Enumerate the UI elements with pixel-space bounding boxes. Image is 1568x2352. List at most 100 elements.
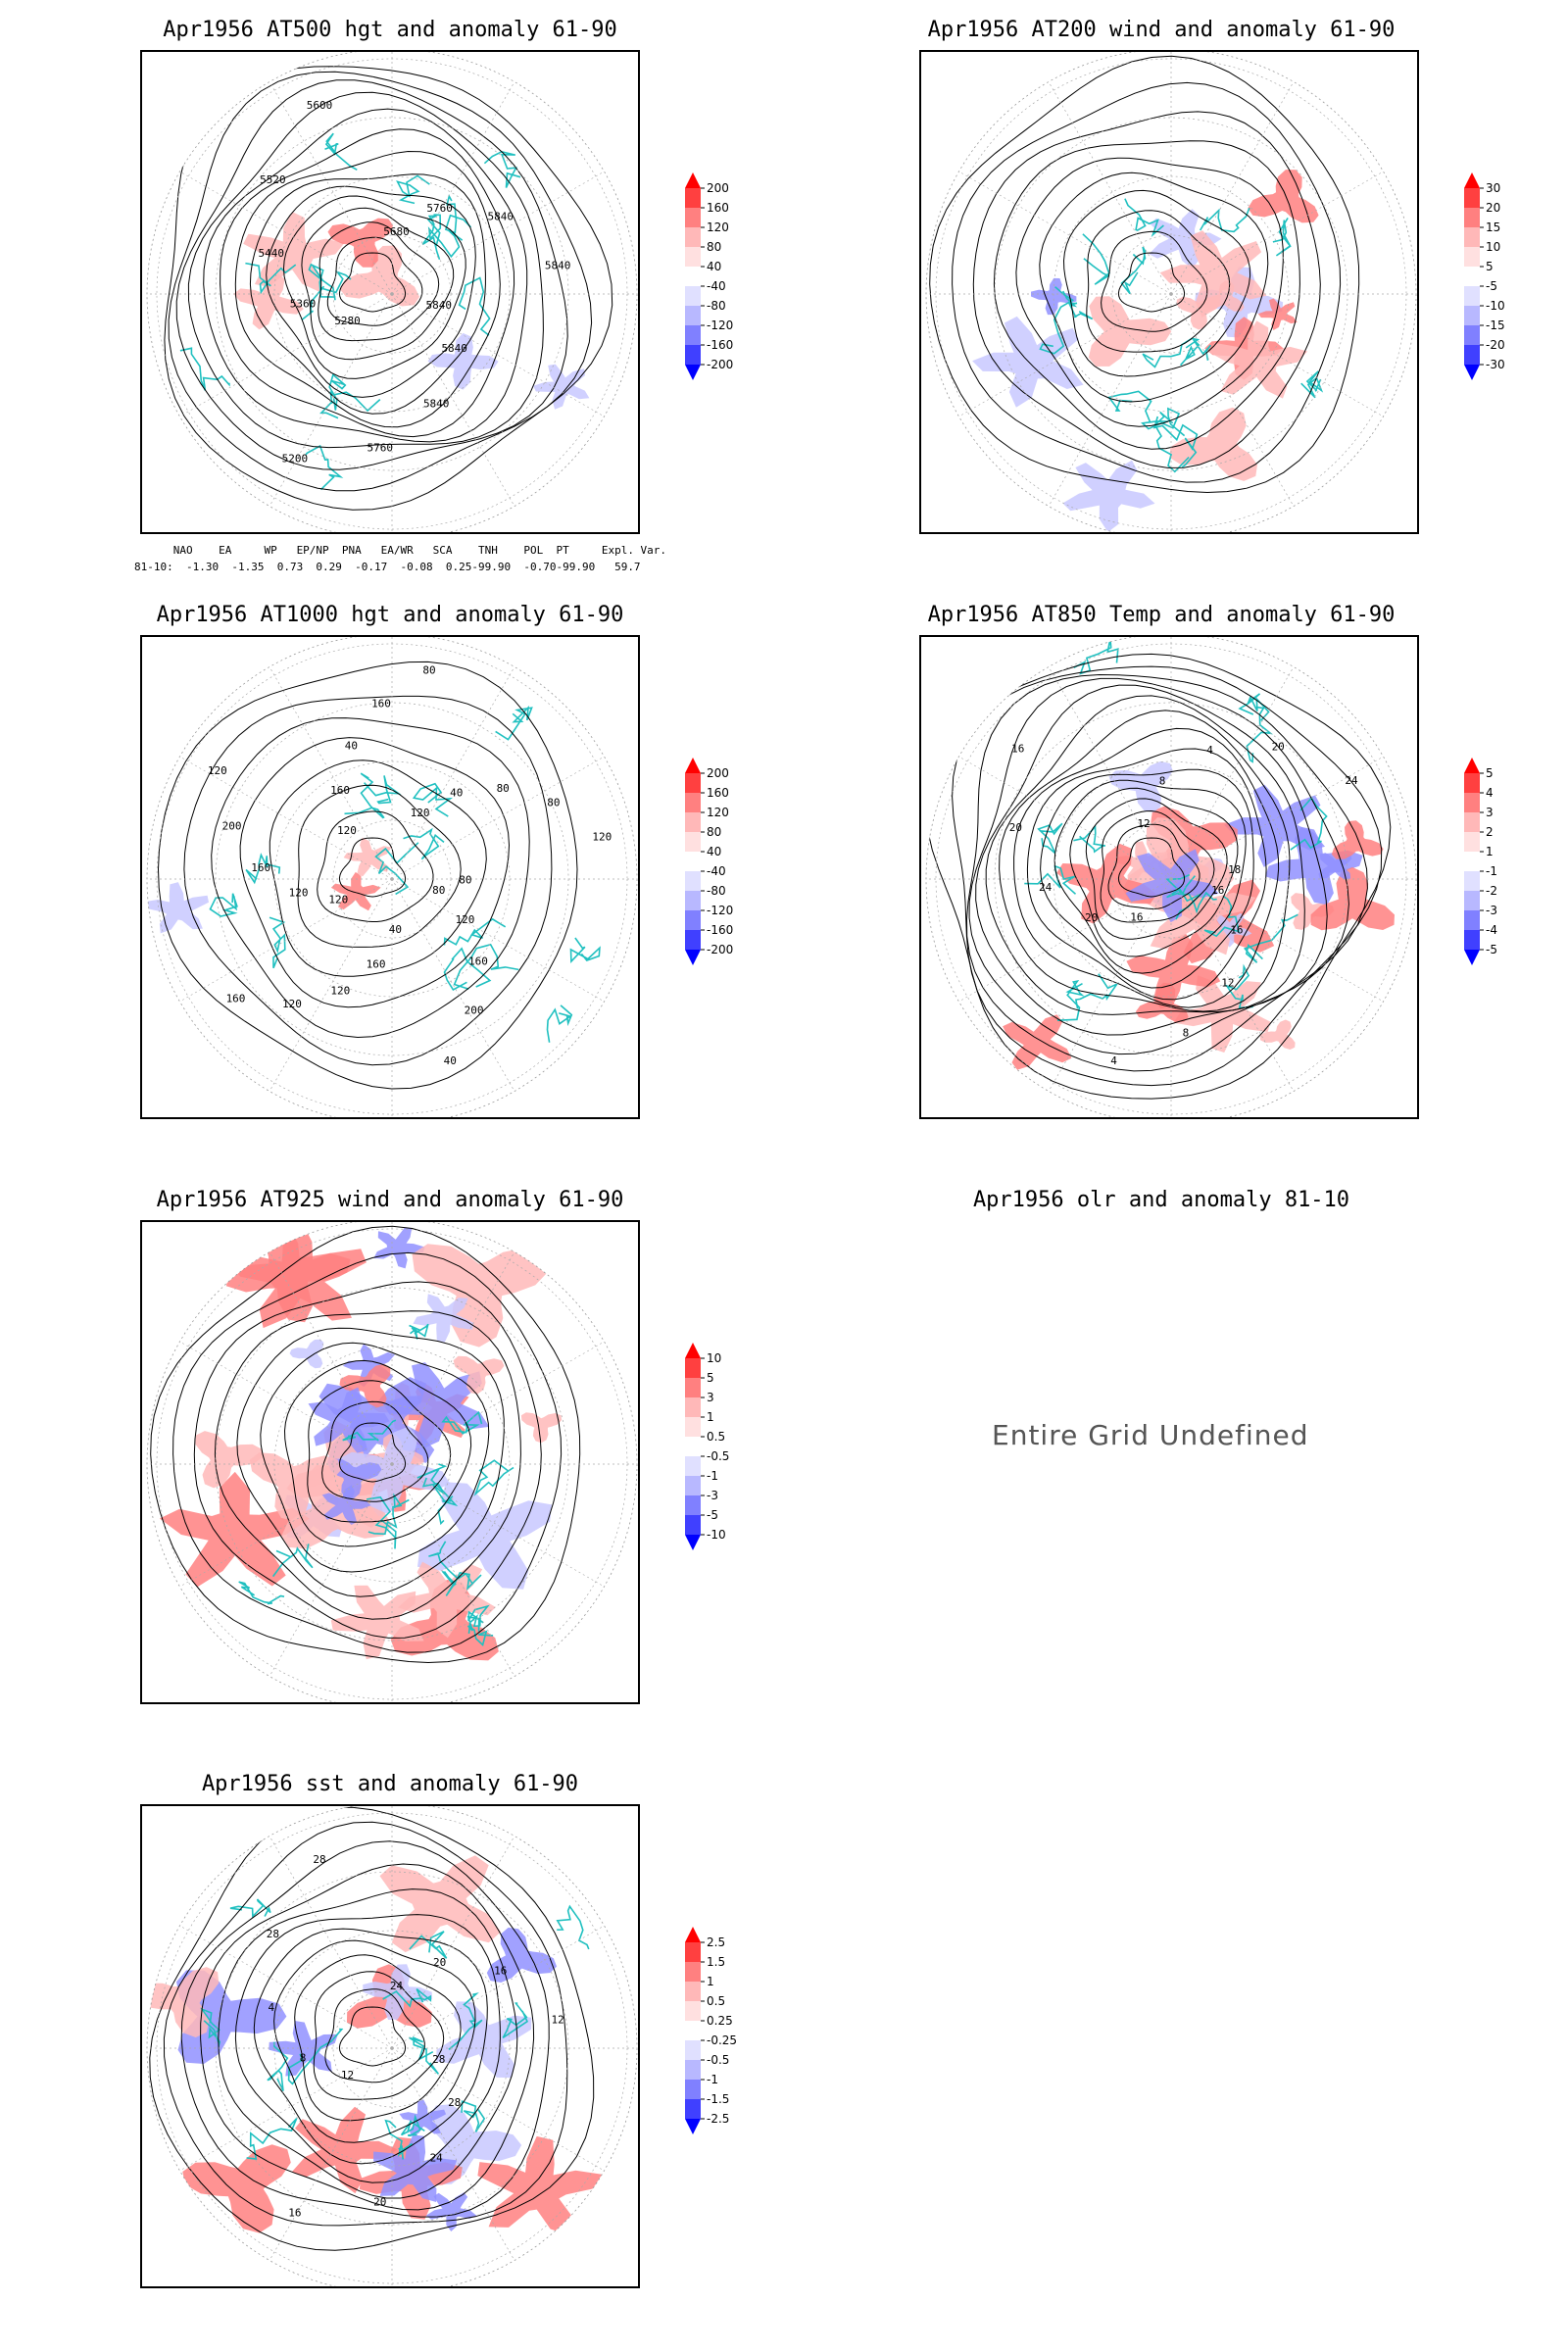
meridian: [1048, 878, 1172, 1092]
contour-line: [326, 236, 423, 326]
colorbar-segment: [685, 306, 701, 325]
contour-line: [297, 784, 462, 948]
anomaly-shade: [147, 882, 209, 934]
meridian: [391, 171, 605, 295]
contour-line: [218, 1888, 518, 2199]
contour-label: 5840: [488, 211, 514, 223]
meridian: [391, 81, 515, 295]
contour-line: [253, 1928, 488, 2165]
contour-label: 5280: [334, 315, 361, 327]
colorbar-arrow-top: [1464, 172, 1480, 188]
meridian: [391, 756, 605, 880]
meridian: [391, 1463, 605, 1588]
contour-label: 20: [373, 2196, 386, 2209]
meridian: [269, 878, 393, 1092]
contour-line: [1086, 210, 1231, 353]
contour-label: 120: [208, 764, 227, 777]
contour-line: [1100, 809, 1215, 923]
anomaly-shade: [413, 1294, 474, 1343]
colorbar-svg: 200 160 120 80 40 -40 -80 -120 -160 -200: [685, 758, 733, 965]
colorbar-label: -30: [1486, 358, 1505, 371]
contour-label: 80: [497, 782, 510, 795]
contour-line: [324, 1988, 425, 2083]
anomaly-shade: [379, 1855, 501, 1953]
anomaly-shade: [520, 1412, 563, 1444]
meridian: [391, 1925, 605, 2049]
coastline: [1224, 963, 1253, 1009]
contour-line: [249, 173, 486, 415]
colorbar-label: -4: [1486, 923, 1497, 937]
meridian: [179, 1925, 393, 2049]
coastline: [324, 132, 358, 171]
colorbar-segment: [1464, 871, 1480, 891]
contour-label: 28: [267, 1928, 279, 1940]
map-panel-sst: 28 28 24 20 16 12 8 4 28 28 24 20 16 12: [140, 1804, 640, 2288]
colorbar-label: -2.5: [707, 2112, 729, 2126]
coastline: [1272, 217, 1292, 257]
coastline: [374, 842, 419, 896]
colorbar-arrow-bottom: [685, 950, 701, 965]
colorbar-segment: [685, 267, 701, 286]
coastline: [1290, 796, 1328, 851]
colorbar-label: 20: [1486, 201, 1500, 215]
colorbar-label: 15: [1486, 220, 1500, 234]
contour-label: 24: [1345, 774, 1358, 787]
meridian: [1170, 171, 1384, 295]
colorbar-label: 3: [707, 1391, 714, 1404]
anomaly-shade: [339, 1363, 391, 1408]
contour-label: 16: [1211, 884, 1224, 897]
anomaly-shade: [233, 272, 304, 330]
anomaly-shade: [373, 2134, 458, 2202]
colorbar-label: -160: [707, 923, 733, 937]
meridian: [269, 81, 393, 295]
contour-label: 120: [328, 894, 348, 906]
map-svg: 80 120 160 200 40 40 160 120 120 160 120 120 160 200 1…: [146, 637, 638, 1117]
anomaly-shade: [289, 1339, 324, 1369]
coastline: [444, 194, 472, 234]
colorbar-label: -0.5: [707, 2053, 729, 2067]
colorbar-segment: [685, 930, 701, 950]
contour-line: [1085, 798, 1228, 940]
coastline: [271, 1544, 314, 1578]
coastline: [305, 444, 344, 491]
colorbar-segment: [685, 1515, 701, 1535]
map-svg: 28 28 24 20 16 12 8 4 28 28 24 20 16 12: [146, 1806, 638, 2286]
contour-line: [187, 91, 544, 449]
contour-line: [214, 1310, 521, 1620]
contour-line: [234, 150, 501, 428]
coastline: [403, 827, 445, 860]
coastline: [441, 1410, 483, 1435]
contour-line: [321, 1400, 429, 1502]
coastline: [443, 947, 492, 991]
anomaly-shade: [195, 1431, 263, 1489]
colorbar-segment: [1464, 773, 1480, 793]
coastline: [319, 391, 381, 419]
anomaly-shade: [249, 1452, 341, 1521]
colorbar-label: 30: [1486, 181, 1500, 195]
meridian: [179, 293, 393, 417]
contour-label: 28: [432, 2053, 445, 2066]
contour-label: 16: [1230, 924, 1243, 937]
anomaly-shade: [1257, 298, 1298, 330]
panel-title-p1: Apr1956 AT500 hgt and anomaly 61-90: [163, 18, 617, 42]
coastline: [245, 262, 297, 295]
contour-label: 40: [345, 739, 358, 752]
contour-line: [157, 661, 578, 1090]
colorbar-label: 0.25: [707, 2014, 733, 2028]
coastline: [1238, 693, 1270, 721]
contour-label: 120: [411, 807, 430, 819]
meridian: [391, 2047, 515, 2261]
contour-line: [164, 66, 613, 511]
contour-line: [203, 108, 528, 443]
contour-line: [338, 837, 407, 898]
colorbar-label: -5: [707, 1508, 718, 1522]
coastline: [1141, 407, 1186, 437]
teleconnection-header: NAO EA WP EP/NP PNA EA/WR SCA TNH POL PT…: [134, 544, 667, 557]
contour-label: 5840: [423, 398, 450, 411]
contour-line: [1026, 748, 1267, 1001]
colorbar-segment: [685, 891, 701, 910]
colorbar-segment: [685, 852, 701, 871]
coastline: [473, 1459, 514, 1496]
colorbar-segment: [685, 1417, 701, 1437]
contour-label: 80: [547, 796, 560, 808]
